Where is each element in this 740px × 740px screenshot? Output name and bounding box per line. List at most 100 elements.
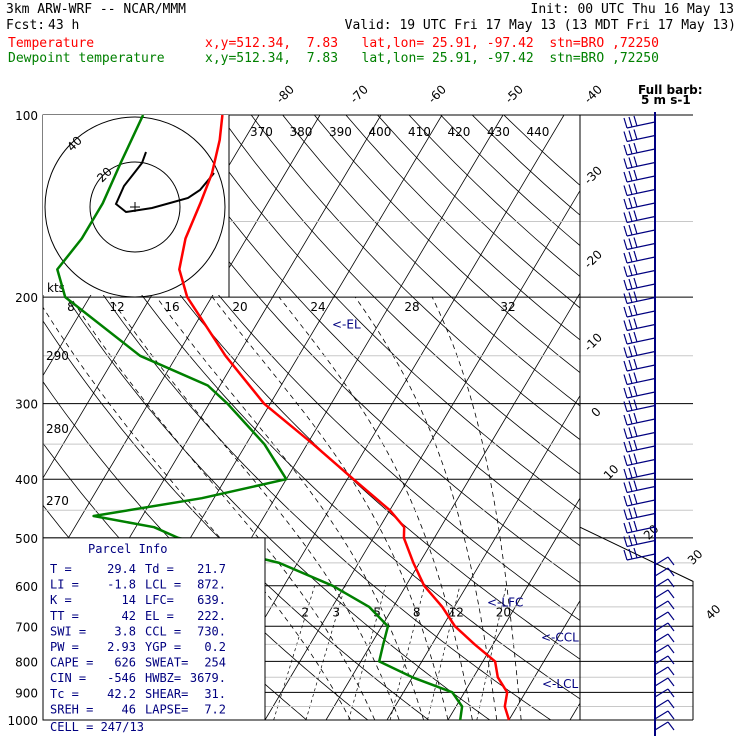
dry-adiabat [345, 115, 580, 341]
wind-barb-flag [623, 117, 628, 129]
wind-barb [654, 556, 675, 566]
wind-barb [623, 291, 656, 305]
wind-barb-flag [633, 480, 638, 491]
trace-layer: <-EL <-LFC <-CCL <-LCL [56, 114, 579, 721]
parcel-info-value: 14 [122, 593, 136, 607]
temperature-tick-label: 30 [685, 547, 706, 568]
wind-barb-flag [633, 399, 638, 410]
wind-barb-flag [633, 507, 638, 518]
dry-adiabat [313, 115, 580, 374]
isotherm-line [325, 292, 580, 720]
wind-barb-flag [667, 677, 675, 687]
wind-barb-flag [623, 374, 628, 385]
wind-barb [623, 115, 656, 129]
wind-barb-flag [633, 466, 638, 478]
wind-barb-flag [623, 131, 628, 142]
dry-adiabat [219, 115, 580, 475]
parcel-info-value: 254 [204, 656, 226, 670]
wind-barb-flag [628, 197, 633, 209]
parcel-info-value: 3.8 [114, 624, 136, 638]
wind-barb-flag [628, 184, 633, 195]
wind-barb-flag [633, 358, 638, 370]
wind-barb [623, 237, 656, 251]
theta-label: 380 [290, 125, 313, 139]
legend-temperature-name: Temperature [8, 36, 95, 51]
hodograph-background [43, 115, 229, 295]
parcel-info-cell: CELL = 247/13 [50, 720, 144, 734]
wind-barb-flag [667, 567, 675, 577]
wind-barb [623, 129, 656, 143]
wind-barb-flag [628, 400, 633, 411]
wind-barb [623, 412, 656, 426]
wind-barb-flag [628, 413, 633, 425]
parcel-info-value: 21.7 [197, 562, 226, 576]
wind-barb-flag [628, 440, 633, 452]
wind-barb [654, 600, 675, 610]
wind-barb-flag [667, 622, 675, 632]
parcel-info-label: LAPSE= [145, 702, 188, 716]
wind-barb-flag [633, 156, 638, 167]
parcel-info-value: 872. [197, 578, 226, 592]
wind-barb-shaft [654, 721, 669, 731]
speed-tick-label: 24 [310, 300, 325, 314]
parcel-info-label: SWEAT= [145, 656, 188, 670]
wind-barb-flag [628, 238, 633, 249]
wind-barb-flag [623, 536, 628, 547]
wind-barb-shaft [654, 677, 669, 687]
wind-barb-flag [633, 547, 638, 559]
wind-barb-flag [633, 210, 638, 221]
wind-barb-flag [623, 495, 628, 507]
hodograph-ring [44, 116, 226, 298]
pressure-tick-label: 100 [15, 109, 38, 123]
wind-barb-flag [633, 115, 638, 127]
wind-barb-flag [623, 455, 628, 466]
speed-tick-label: 16 [164, 300, 179, 314]
parcel-info-label: CCL = [145, 624, 181, 638]
isotherm-line [386, 394, 580, 720]
wind-barb [623, 372, 656, 386]
wind-barb [654, 655, 675, 665]
wind-barb-flag [623, 158, 628, 169]
wind-barb [623, 210, 656, 224]
parcel-info-value: 42 [122, 609, 136, 623]
wind-barb-flag [667, 666, 675, 676]
temperature-tick-label: 40 [703, 602, 724, 623]
wind-barb [623, 345, 656, 359]
parcel-info-label: K = [50, 593, 72, 607]
wind-barb [623, 466, 656, 480]
temperature-tick-label: -70 [347, 82, 371, 106]
wind-barb-flag [633, 237, 638, 248]
wind-barb [654, 633, 675, 643]
wind-barb-flag [628, 278, 633, 290]
speed-tick-label: 28 [404, 300, 419, 314]
wind-barb-shaft [654, 578, 669, 588]
mixing-ratio-line [476, 585, 507, 720]
wind-barb [623, 156, 656, 170]
moist-adiabat [43, 306, 351, 720]
pressure-tick-label: 1000 [7, 714, 38, 728]
parcel-info-label: EL = [145, 609, 174, 623]
moist-adiabat [109, 296, 400, 720]
wind-barb [654, 644, 675, 654]
wind-barb-flag [628, 494, 633, 506]
wind-barb [623, 331, 656, 345]
wind-barb [623, 196, 656, 210]
mixing-ratio-label: 5 [373, 606, 381, 620]
speed-tick-label: 12 [109, 300, 124, 314]
wind-barb-flag [633, 169, 638, 181]
wind-barb-flag [633, 331, 638, 343]
wind-barb [623, 439, 656, 453]
wind-barb-flag [667, 688, 675, 698]
temperature-tick-label: -50 [502, 82, 526, 106]
wind-barb-flag [623, 320, 628, 331]
theta-label: 410 [408, 125, 431, 139]
lcl-marker: <-LCL [542, 677, 578, 691]
pressure-tick-label: 600 [15, 580, 38, 594]
dewpoint-trace [56, 114, 464, 721]
parcel-info-label: Tc = [50, 687, 79, 701]
wind-barb-shaft [654, 710, 669, 720]
dry-adiabat [471, 115, 580, 216]
wind-barb-flag [623, 171, 628, 183]
wind-barb-flag [633, 520, 638, 532]
wind-barb-flag [623, 482, 628, 493]
